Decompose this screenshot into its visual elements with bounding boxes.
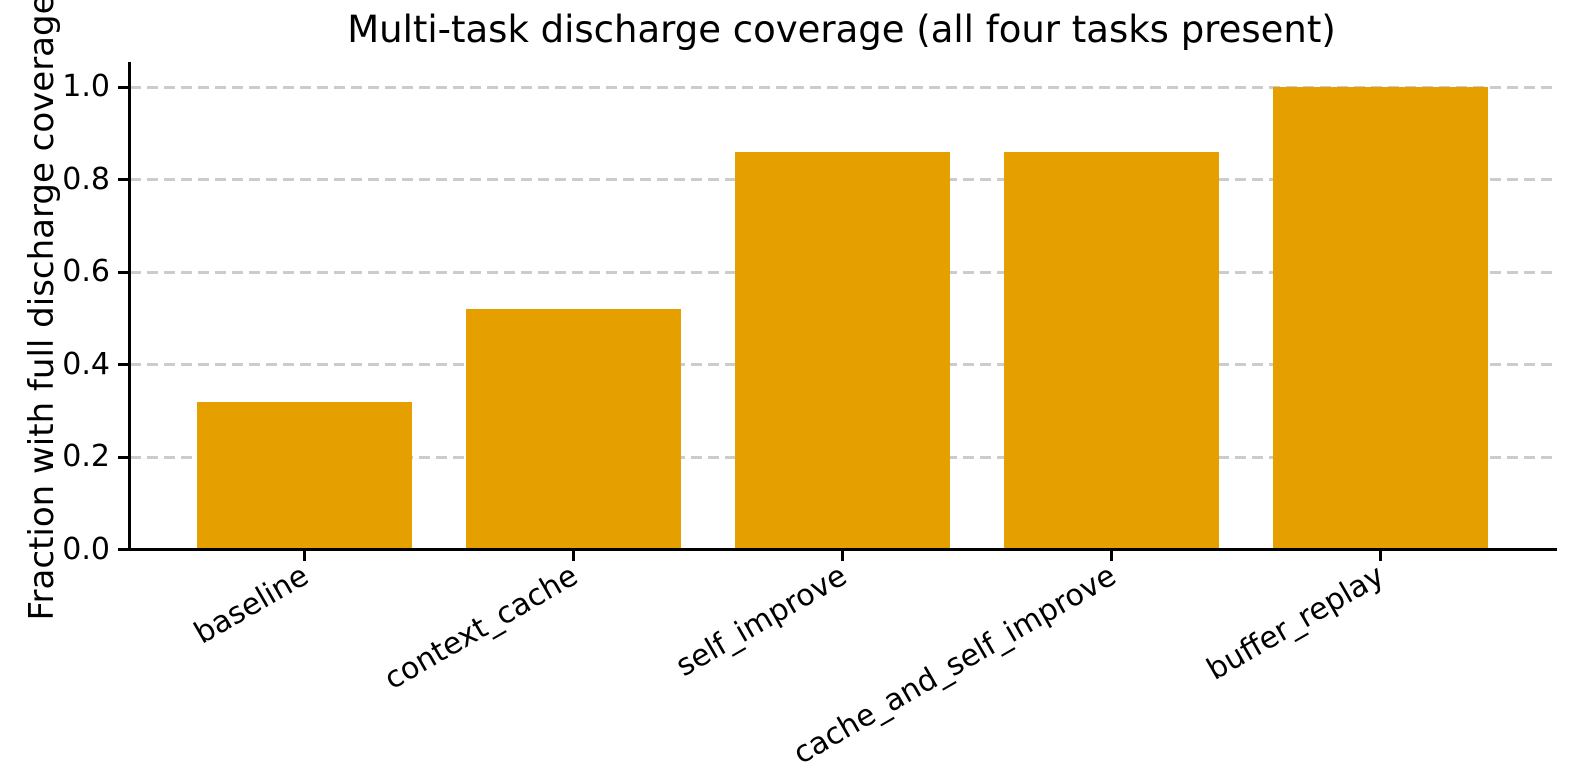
x-tick-mark-context_cache: [572, 551, 576, 561]
y-tick-mark-0.4: [118, 363, 128, 367]
bar-cache_and_self_improve: [1004, 152, 1220, 550]
x-tick-mark-buffer_replay: [1379, 551, 1383, 561]
gridline-y-1.0: [130, 85, 1553, 89]
bar-self_improve: [735, 152, 951, 550]
x-tick-label-baseline: baseline: [188, 558, 315, 652]
x-axis-spine: [128, 548, 1557, 551]
y-tick-mark-0.0: [118, 548, 128, 551]
y-tick-mark-1.0: [118, 85, 128, 89]
y-tick-label: 0.8: [62, 161, 110, 197]
y-axis-spine: [128, 62, 131, 551]
y-tick-label: 0.2: [62, 439, 110, 475]
x-tick-label-buffer_replay: buffer_replay: [1201, 558, 1391, 688]
bar-buffer_replay: [1273, 87, 1489, 550]
chart-title: Multi-task discharge coverage (all four …: [347, 8, 1336, 51]
x-tick-label-context_cache: context_cache: [378, 558, 584, 697]
bar-context_cache: [466, 309, 682, 550]
y-tick-mark-0.2: [118, 455, 128, 459]
bar-baseline: [197, 401, 413, 550]
x-tick-mark-cache_and_self_improve: [1110, 551, 1114, 561]
x-tick-mark-baseline: [303, 551, 307, 561]
x-tick-mark-self_improve: [841, 551, 845, 561]
y-tick-label: 1.0: [62, 69, 110, 105]
y-tick-mark-0.8: [118, 178, 128, 182]
y-tick-mark-0.6: [118, 270, 128, 274]
y-tick-label: 0.6: [62, 254, 110, 290]
x-tick-label-self_improve: self_improve: [669, 558, 853, 684]
y-tick-label: 0.0: [62, 531, 110, 567]
y-tick-label: 0.4: [62, 346, 110, 382]
